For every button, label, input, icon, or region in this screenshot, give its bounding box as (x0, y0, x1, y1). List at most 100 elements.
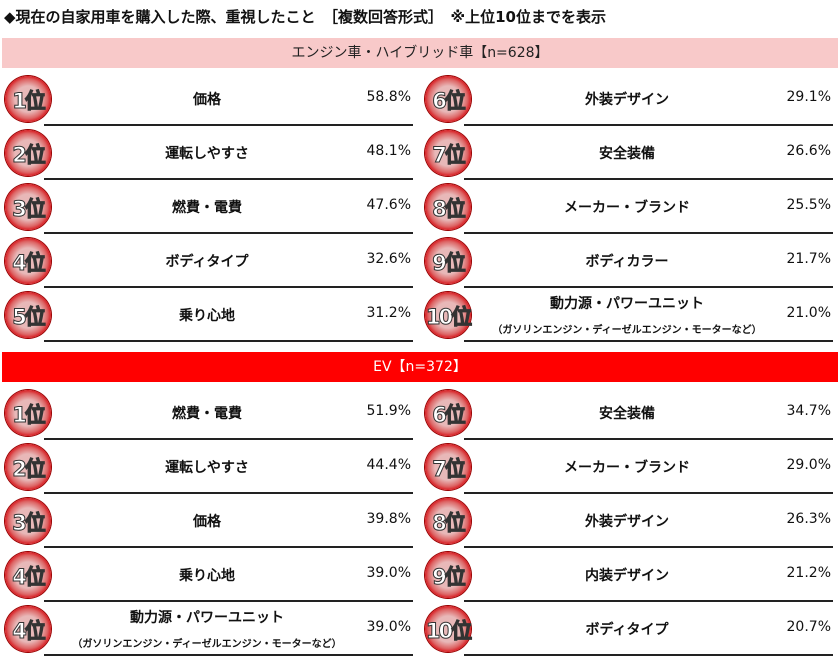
item-percent: 21.0% (786, 305, 831, 321)
rank: 5位 (12, 305, 47, 330)
item-percent: 44.4% (366, 457, 411, 473)
divider (464, 438, 833, 440)
divider (44, 178, 413, 180)
section-header-ev: EV【n=372】 (2, 352, 838, 382)
item-label: 乗り心地 (179, 308, 235, 324)
item-percent: 34.7% (786, 403, 831, 419)
ranking-row: 10位 動力源・パワーユニット （ガソリンエンジン・ディーゼルエンジン・モーター… (422, 288, 837, 342)
divider (464, 124, 833, 126)
rank: 9位 (432, 251, 467, 276)
item-percent: 29.0% (786, 457, 831, 473)
item-label: 内装デザイン (585, 568, 669, 584)
item-percent: 58.8% (366, 89, 411, 105)
rank-badge-icon: 7位 (425, 130, 471, 176)
rank-badge-icon: 1位 (5, 76, 51, 122)
rank-badge-icon: 2位 (5, 444, 51, 490)
item-label: メーカー・ブランド (564, 200, 690, 216)
rank: 2位 (12, 457, 47, 482)
ranking-row: 8位 外装デザイン 26.3% (422, 494, 837, 548)
item-sublabel: （ガソリンエンジン・ディーゼルエンジン・モーターなど） (72, 639, 342, 650)
ranking-row: 1位 燃費・電費 51.9% (2, 386, 417, 440)
item-percent: 39.8% (366, 511, 411, 527)
rank-badge-icon: 9位 (425, 238, 471, 284)
item-percent: 21.2% (786, 565, 831, 581)
item-label: ボディカラー (585, 254, 669, 270)
item-label: ボディタイプ (585, 622, 669, 638)
ranking-row: 4位 動力源・パワーユニット （ガソリンエンジン・ディーゼルエンジン・モーターな… (2, 602, 417, 656)
rank: 10位 (425, 619, 472, 644)
item-percent: 39.0% (366, 619, 411, 635)
divider (44, 124, 413, 126)
item-percent: 29.1% (786, 89, 831, 105)
item-percent: 26.6% (786, 143, 831, 159)
rank: 1位 (12, 403, 47, 428)
item-label: ボディタイプ (165, 254, 249, 270)
rank-badge-icon: 6位 (425, 390, 471, 436)
ranking-row: 9位 内装デザイン 21.2% (422, 548, 837, 602)
item-sublabel: （ガソリンエンジン・ディーゼルエンジン・モーターなど） (492, 325, 762, 336)
item-percent: 48.1% (366, 143, 411, 159)
item-label: 燃費・電費 (172, 406, 242, 422)
rank-badge-icon: 8位 (425, 498, 471, 544)
item-label: 乗り心地 (179, 568, 235, 584)
ranking-row: 8位 メーカー・ブランド 25.5% (422, 180, 837, 234)
item-label: 運転しやすさ (165, 460, 249, 476)
divider (44, 600, 413, 602)
ranking-row: 6位 外装デザイン 29.1% (422, 72, 837, 126)
rank-badge-icon: 2位 (5, 130, 51, 176)
divider (464, 546, 833, 548)
divider (464, 654, 833, 656)
item-percent: 47.6% (366, 197, 411, 213)
page-title: ◆現在の自家用車を購入した際、重視したこと ［複数回答形式］ ※上位10位までを… (4, 8, 606, 26)
section-header-engine: エンジン車・ハイブリッド車【n=628】 (2, 38, 838, 68)
ranking-row: 6位 安全装備 34.7% (422, 386, 837, 440)
rank: 7位 (432, 143, 467, 168)
item-label: メーカー・ブランド (564, 460, 690, 476)
item-label: 価格 (193, 514, 221, 530)
item-label: 運転しやすさ (165, 146, 249, 162)
divider (464, 492, 833, 494)
rank: 9位 (432, 565, 467, 590)
ranking-row: 2位 運転しやすさ 44.4% (2, 440, 417, 494)
ranking-row: 9位 ボディカラー 21.7% (422, 234, 837, 288)
rank: 8位 (432, 197, 467, 222)
rank-badge-icon: 3位 (5, 184, 51, 230)
divider (44, 546, 413, 548)
item-label: 外装デザイン (585, 92, 669, 108)
item-label: 外装デザイン (585, 514, 669, 530)
item-label: 安全装備 (599, 406, 655, 422)
ranking-row: 1位 価格 58.8% (2, 72, 417, 126)
divider (44, 438, 413, 440)
item-label: 動力源・パワーユニット (130, 610, 284, 626)
ranking-row: 2位 運転しやすさ 48.1% (2, 126, 417, 180)
rank: 4位 (12, 565, 47, 590)
ranking-row: 5位 乗り心地 31.2% (2, 288, 417, 342)
rank-badge-icon: 8位 (425, 184, 471, 230)
item-label: 燃費・電費 (172, 200, 242, 216)
ranking-row: 10位 ボディタイプ 20.7% (422, 602, 837, 656)
rank-badge-icon: 3位 (5, 498, 51, 544)
rank: 10位 (425, 305, 472, 330)
item-percent: 31.2% (366, 305, 411, 321)
divider (44, 286, 413, 288)
ranking-row: 7位 安全装備 26.6% (422, 126, 837, 180)
rank-badge-icon: 10位 (425, 292, 473, 338)
divider (464, 286, 833, 288)
item-label: 安全装備 (599, 146, 655, 162)
rank-badge-icon: 6位 (425, 76, 471, 122)
divider (44, 654, 413, 656)
divider (44, 232, 413, 234)
rank: 7位 (432, 457, 467, 482)
rank-badge-icon: 10位 (425, 606, 473, 652)
item-percent: 51.9% (366, 403, 411, 419)
rank: 6位 (432, 89, 467, 114)
divider (464, 340, 833, 342)
rank: 2位 (12, 143, 47, 168)
ranking-row: 4位 乗り心地 39.0% (2, 548, 417, 602)
rank-badge-icon: 4位 (5, 238, 51, 284)
rank-badge-icon: 4位 (5, 552, 51, 598)
rank: 4位 (12, 251, 47, 276)
ranking-row: 7位 メーカー・ブランド 29.0% (422, 440, 837, 494)
divider (44, 492, 413, 494)
divider (44, 340, 413, 342)
